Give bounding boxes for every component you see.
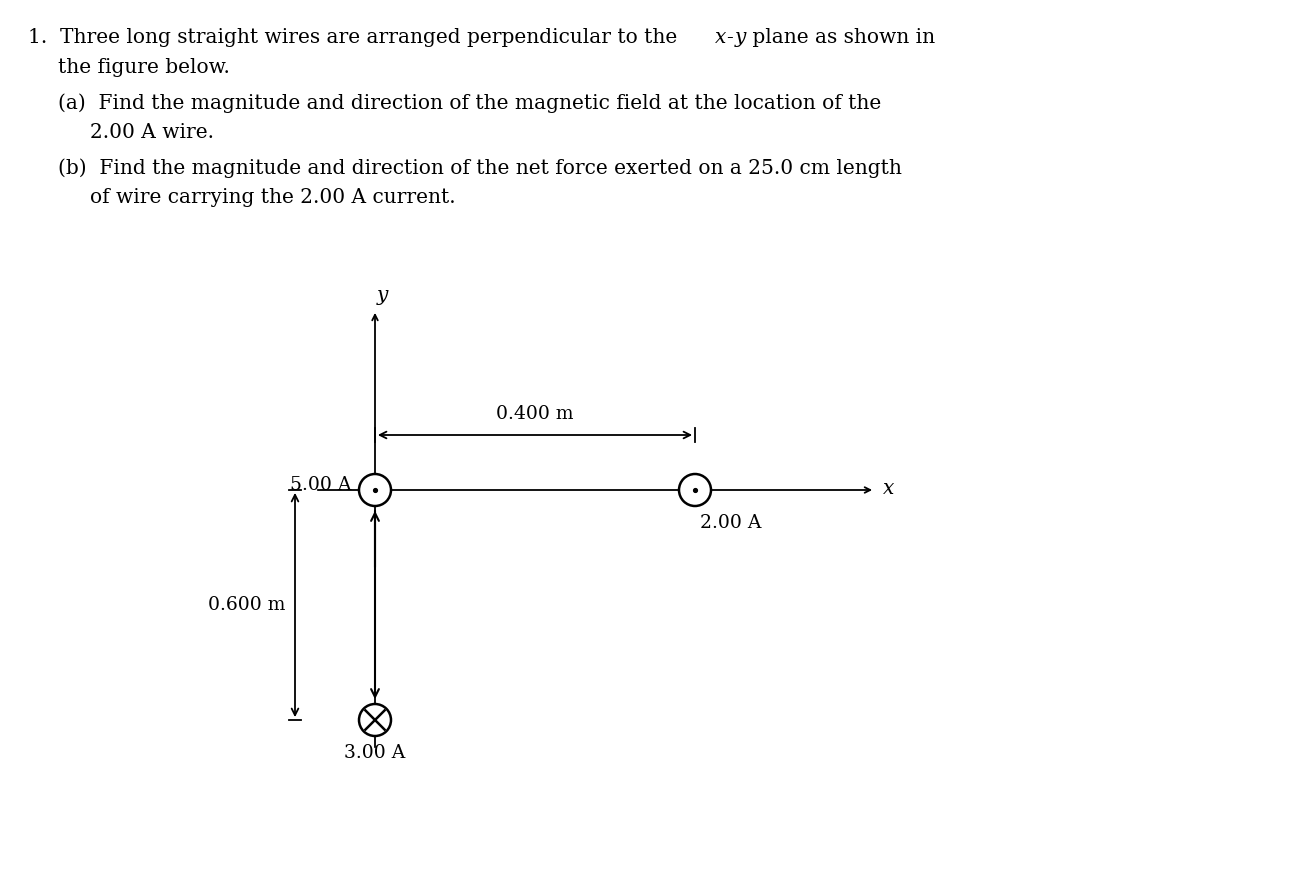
Text: (b)  Find the magnitude and direction of the net force exerted on a 25.0 cm leng: (b) Find the magnitude and direction of … [58,158,902,178]
Text: x: x [715,28,727,47]
Text: the figure below.: the figure below. [58,58,230,77]
Text: 2.00 A wire.: 2.00 A wire. [90,123,214,142]
Circle shape [359,704,391,736]
Text: of wire carrying the 2.00 A current.: of wire carrying the 2.00 A current. [90,188,455,207]
Circle shape [679,474,711,506]
Text: x: x [883,478,894,498]
Text: 0.600 m: 0.600 m [208,596,285,614]
Text: 3.00 A: 3.00 A [344,744,406,762]
Text: -: - [725,28,733,47]
Text: 1.  Three long straight wires are arranged perpendicular to the: 1. Three long straight wires are arrange… [29,28,792,47]
Text: (a)  Find the magnitude and direction of the magnetic field at the location of t: (a) Find the magnitude and direction of … [58,93,881,112]
Text: 1.  Three long straight wires are arranged perpendicular to the: 1. Three long straight wires are arrange… [29,28,684,47]
Text: 0.400 m: 0.400 m [497,405,573,423]
Text: 5.00 A: 5.00 A [290,476,351,494]
Text: y: y [376,286,387,305]
Text: plane as shown in: plane as shown in [746,28,935,47]
Text: y: y [734,28,746,47]
Circle shape [359,474,391,506]
Text: 2.00 A: 2.00 A [699,514,762,532]
